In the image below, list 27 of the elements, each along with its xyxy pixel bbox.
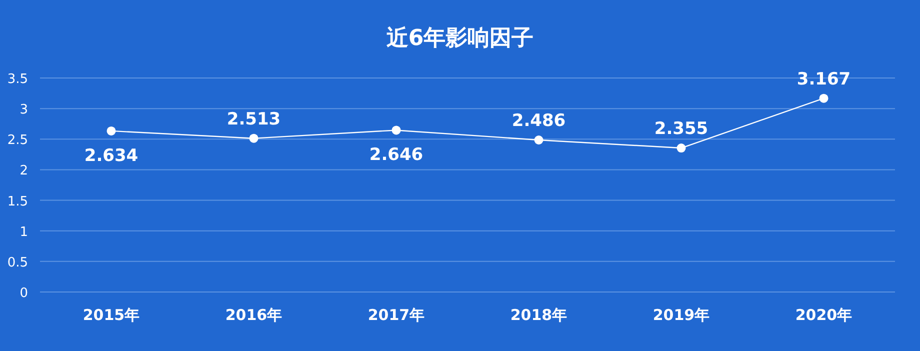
point [106, 126, 116, 136]
x-tick-label: 2019年 [652, 306, 710, 324]
point [676, 144, 686, 153]
data-label: 2.486 [512, 111, 566, 131]
y-tick-label: 0.5 [7, 255, 28, 270]
y-tick-label: 1 [20, 224, 28, 240]
y-tick-label: 2 [20, 164, 28, 179]
y-tick-label: 2.5 [7, 133, 28, 148]
data-label: 2.634 [84, 146, 138, 166]
y-tick-label: 1.5 [7, 194, 28, 210]
point [392, 126, 401, 135]
point [819, 94, 828, 103]
y-tick-label: 0 [20, 286, 28, 301]
y-tick-label: 3 [20, 102, 28, 118]
data-label: 3.167 [796, 69, 851, 90]
data-label: 2.355 [654, 119, 708, 140]
point [249, 134, 258, 143]
data-label: 2.646 [369, 145, 424, 166]
x-tick-label: 2018年 [510, 306, 568, 324]
chart-title: 近6年影响因子 [385, 26, 534, 51]
x-tick-label: 2015年 [82, 306, 140, 324]
y-tick-label: 3.5 [7, 72, 28, 87]
data-label: 2.513 [226, 109, 281, 130]
point [534, 136, 544, 144]
x-tick-label: 2017年 [368, 306, 425, 324]
x-tick-label: 2016年 [225, 306, 282, 324]
x-tick-label: 2020年 [795, 306, 852, 324]
